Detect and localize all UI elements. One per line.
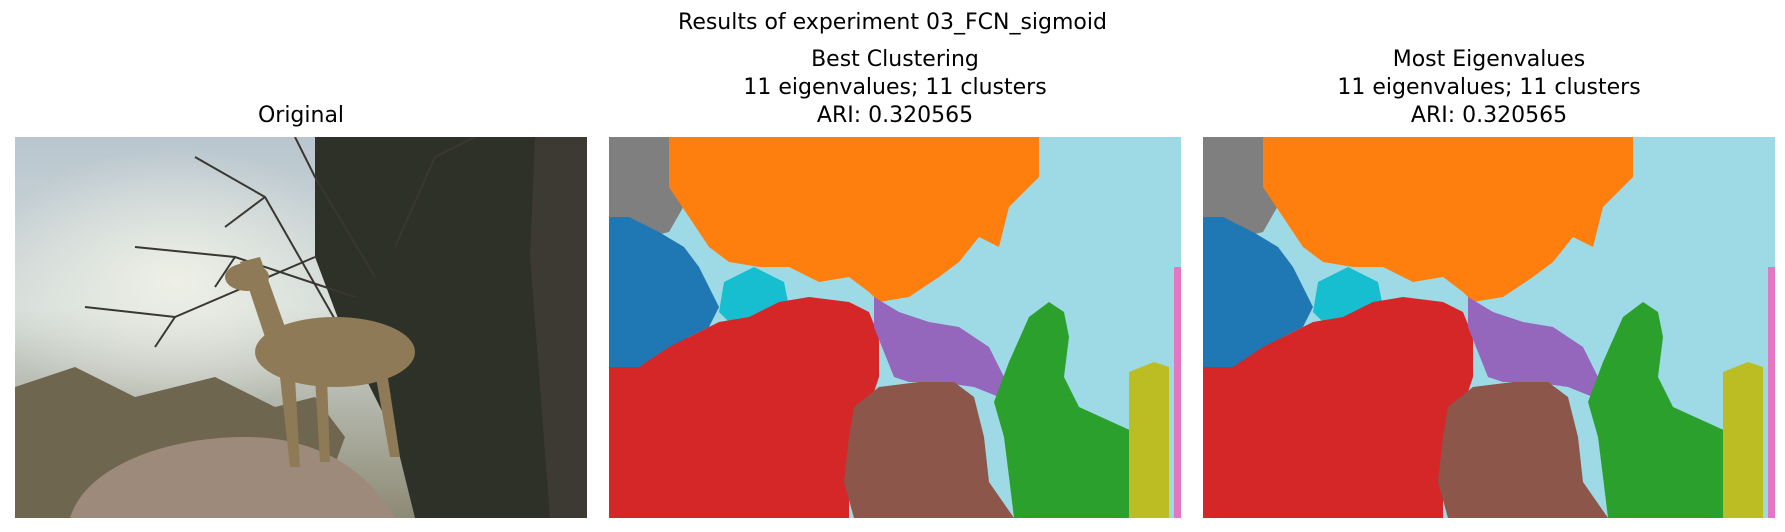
most-eigenvalues-segmentation xyxy=(1203,137,1775,518)
cluster-region-olive xyxy=(1129,362,1169,518)
most-eigenvalues-panel-title: Most Eigenvalues 11 eigenvalues; 11 clus… xyxy=(1203,46,1775,130)
segmentation-map xyxy=(609,137,1181,518)
cluster-region-green xyxy=(1588,302,1728,518)
rock xyxy=(70,437,395,518)
best-clustering-panel-title: Best Clustering 11 eigenvalues; 11 clust… xyxy=(609,46,1181,130)
cluster-region-olive xyxy=(1723,362,1763,518)
most-eigenvalues-title-line-2: 11 eigenvalues; 11 clusters xyxy=(1337,75,1641,100)
dark-foliage xyxy=(315,137,587,518)
cluster-region-brown xyxy=(1438,382,1608,518)
original-title-line: Original xyxy=(257,103,345,128)
tree-branches xyxy=(84,137,476,348)
figure-suptitle: Results of experiment 03_FCN_sigmoid xyxy=(678,10,1107,35)
antelope xyxy=(225,257,415,467)
cluster-region-red xyxy=(1203,297,1473,518)
cluster-region-pink xyxy=(1768,267,1775,518)
cluster-region-brown xyxy=(844,382,1014,518)
best-clustering-segmentation xyxy=(609,137,1181,518)
cluster-region-orange xyxy=(1263,137,1633,302)
cluster-region-purple xyxy=(1468,297,1598,397)
best-clustering-title-line-1: Best Clustering xyxy=(811,47,979,72)
best-clustering-title-line-3: ARI: 0.320565 xyxy=(816,103,974,128)
cluster-region-blue xyxy=(1203,217,1313,372)
tree-trunk xyxy=(530,137,587,518)
cluster-region-red xyxy=(609,297,879,518)
most-eigenvalues-title-line-3: ARI: 0.320565 xyxy=(1410,103,1568,128)
original-panel-title: Original xyxy=(15,102,587,130)
original-photo-illustration xyxy=(15,137,587,518)
cluster-region-pink xyxy=(1174,267,1181,518)
cluster-region-orange xyxy=(669,137,1039,302)
best-clustering-title-line-2: 11 eigenvalues; 11 clusters xyxy=(743,75,1047,100)
cluster-region-blue xyxy=(609,217,719,372)
original-image xyxy=(15,137,587,518)
segmentation-map xyxy=(1203,137,1775,518)
cluster-region-purple xyxy=(874,297,1004,397)
cluster-region-green xyxy=(994,302,1134,518)
most-eigenvalues-title-line-1: Most Eigenvalues xyxy=(1392,47,1586,72)
